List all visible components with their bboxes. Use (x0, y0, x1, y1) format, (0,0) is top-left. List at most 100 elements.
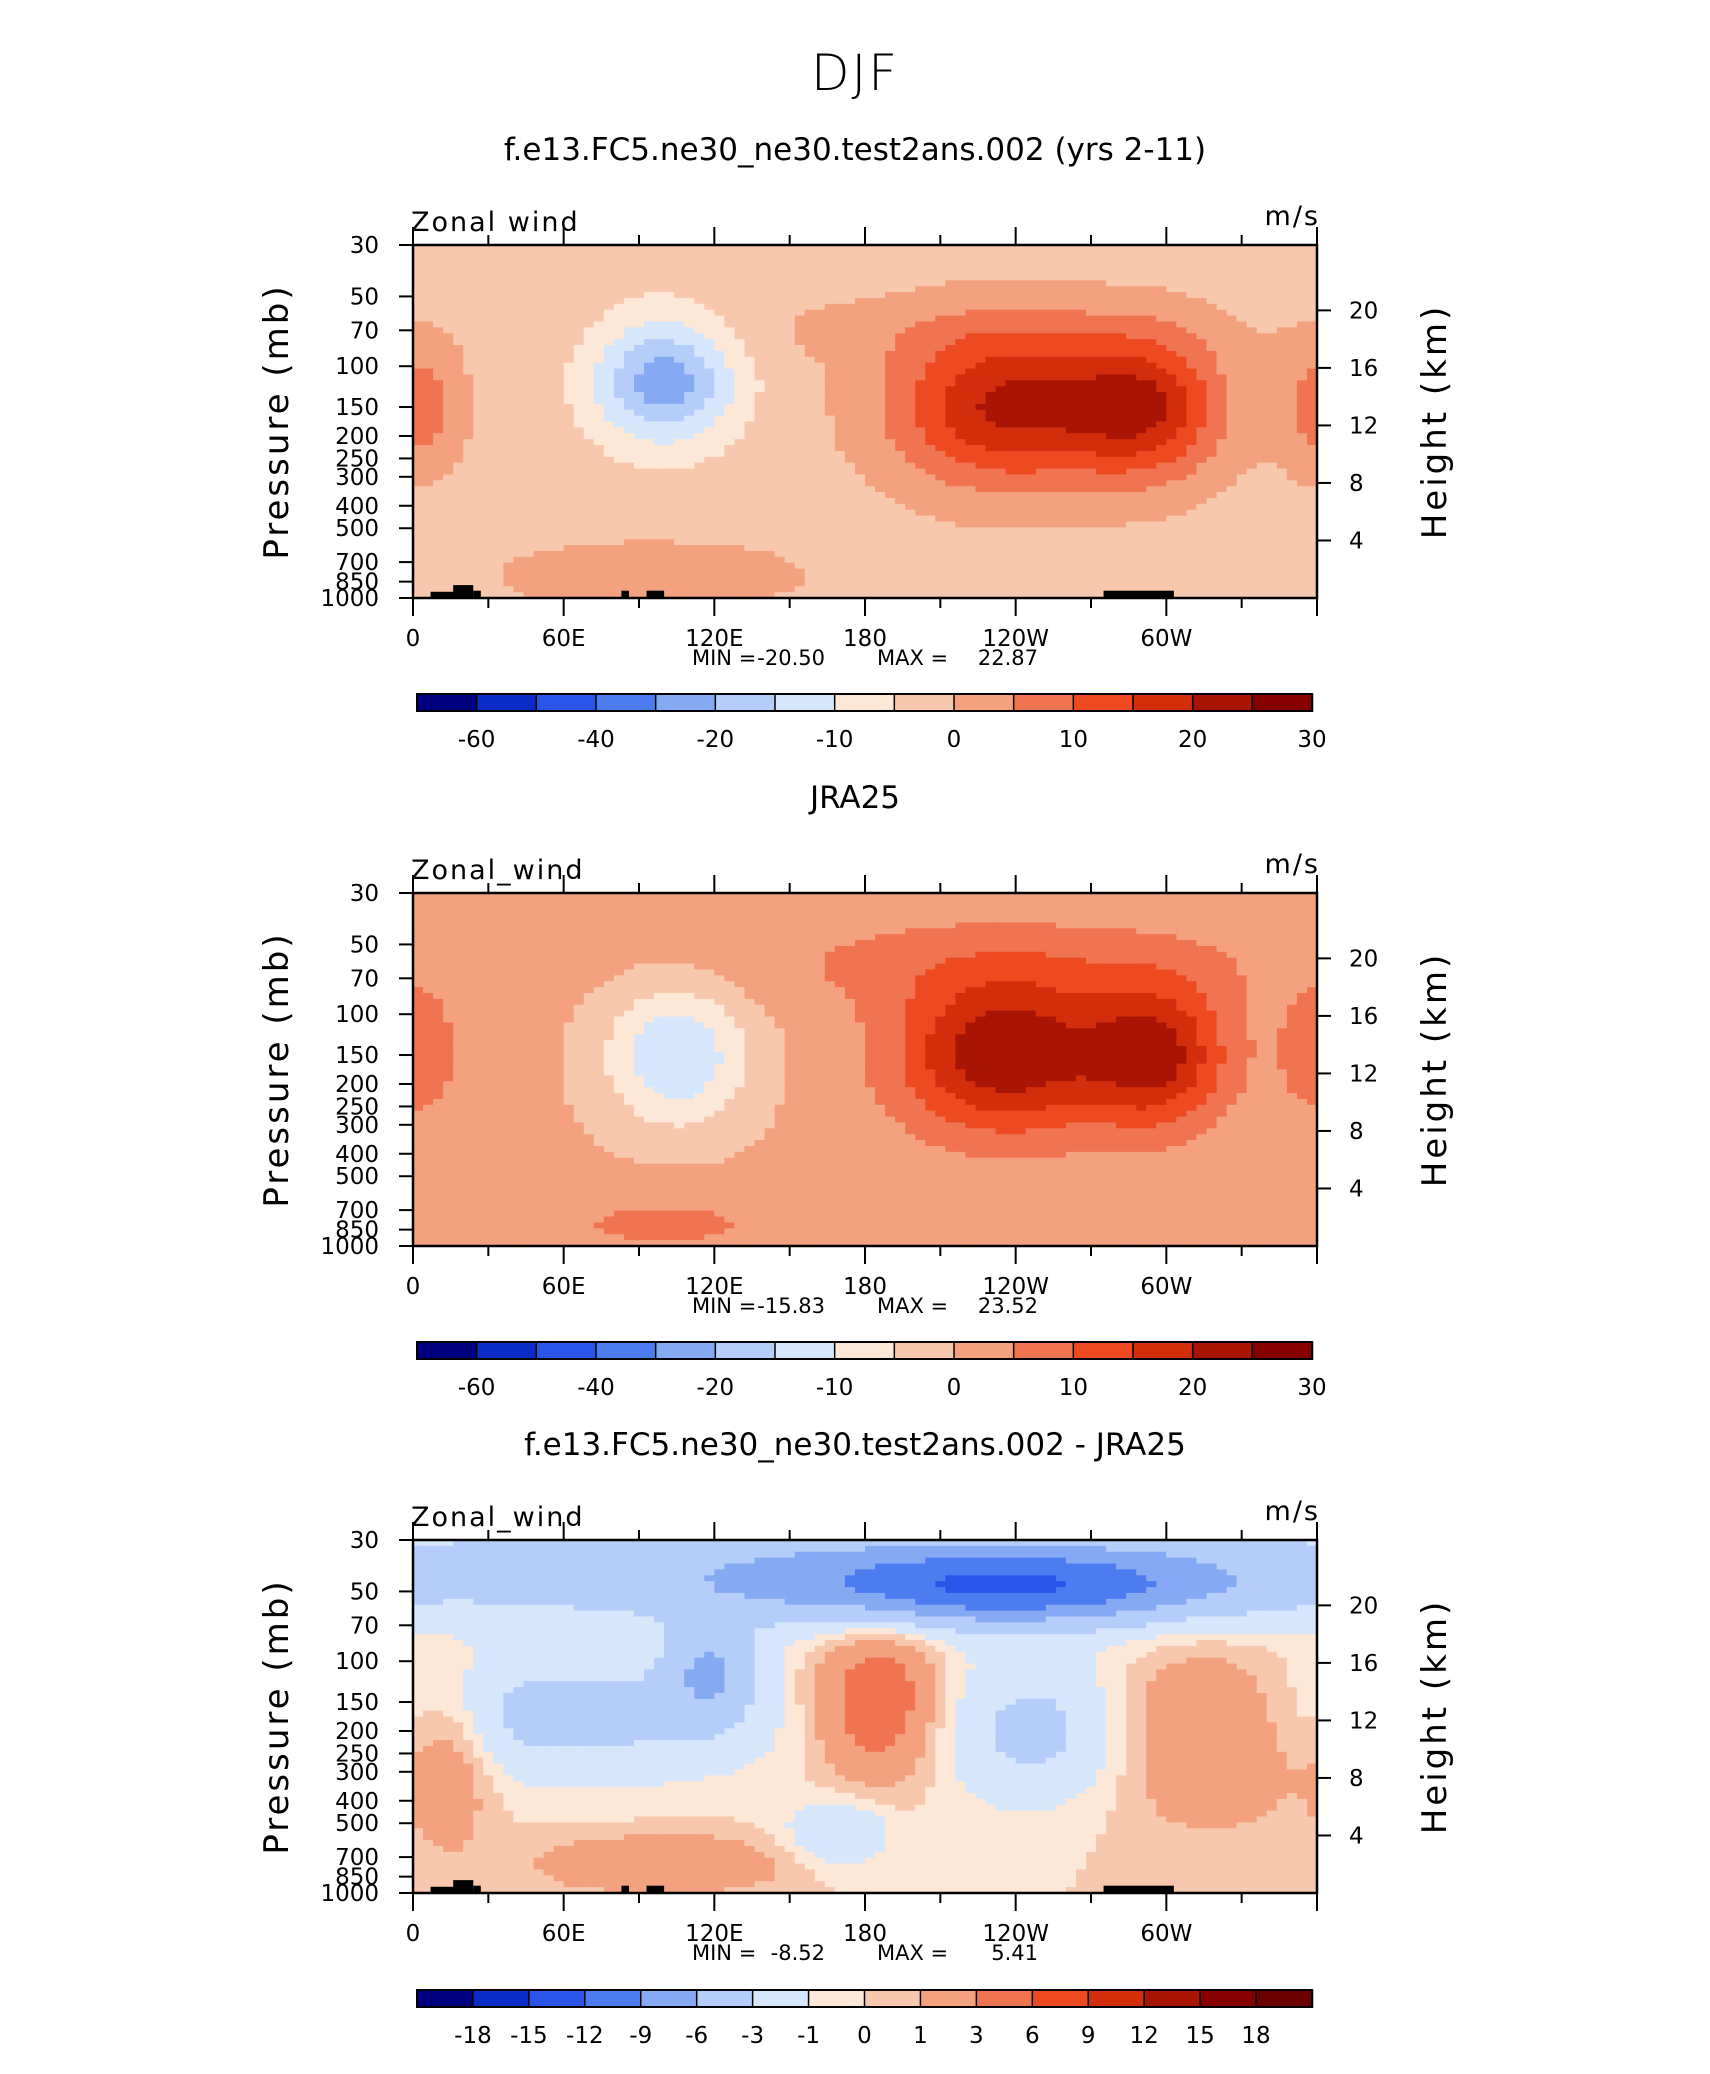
field-cell (523, 333, 535, 340)
field-cell (1196, 245, 1208, 252)
field-cell (613, 433, 625, 440)
field-cell (1055, 274, 1067, 281)
field-cell (1055, 539, 1067, 546)
field-cell (503, 533, 515, 540)
field-cell (1035, 397, 1047, 405)
field-cell (413, 403, 424, 411)
field-cell (1286, 374, 1298, 381)
field-cell (1226, 327, 1238, 334)
field-cell (985, 421, 997, 428)
field-cell (1186, 450, 1198, 458)
field-cell (935, 268, 946, 276)
field-cell (493, 380, 504, 387)
field-cell (885, 274, 896, 281)
field-cell (865, 527, 876, 534)
field-cell (623, 433, 635, 440)
field-cell (664, 303, 675, 311)
field-cell (875, 527, 886, 534)
field-cell (543, 250, 555, 258)
field-cell (543, 345, 555, 352)
field-cell (644, 539, 655, 546)
field-cell (1256, 539, 1268, 546)
field-cell (1146, 368, 1157, 376)
field-cell (854, 450, 866, 458)
field-cell (453, 474, 464, 481)
field-cell (1266, 286, 1278, 293)
field-cell (433, 386, 444, 393)
field-cell (1176, 380, 1188, 387)
field-cell (593, 409, 605, 417)
field-cell (1045, 562, 1057, 570)
field-cell (443, 497, 454, 505)
field-cell (804, 374, 816, 381)
field-cell (794, 327, 806, 334)
field-cell (1035, 339, 1047, 346)
field-cell (955, 468, 967, 476)
field-cell (975, 327, 987, 334)
field-cell (1085, 462, 1097, 470)
field-cell (1035, 274, 1047, 281)
field-cell (784, 562, 796, 570)
field-cell (623, 362, 635, 370)
field-cell (443, 380, 454, 387)
field-cell (1236, 327, 1248, 334)
field-cell (975, 562, 987, 570)
field-cell (1246, 433, 1258, 440)
field-cell (945, 327, 956, 334)
field-cell (1055, 439, 1067, 446)
field-cell (493, 492, 504, 499)
field-cell (493, 509, 504, 517)
field-cell (1196, 521, 1208, 528)
field-cell (814, 456, 826, 464)
field-cell (1106, 486, 1117, 493)
field-cell (704, 509, 715, 517)
field-cell (1156, 421, 1167, 428)
field-cell (654, 568, 665, 576)
field-cell (613, 480, 625, 487)
field-cell (1286, 262, 1298, 270)
field-cell (1005, 268, 1017, 276)
field-cell (1005, 480, 1017, 487)
field-cell (413, 427, 424, 434)
field-cell (523, 380, 535, 387)
field-cell (644, 562, 655, 570)
field-cell (1116, 403, 1127, 411)
field-cell (493, 362, 504, 370)
field-cell (1045, 297, 1057, 305)
field-cell (1146, 292, 1157, 299)
field-cell (633, 421, 645, 428)
field-cell (1106, 339, 1117, 346)
field-cell (1065, 321, 1077, 328)
field-cell (463, 309, 474, 317)
field-cell (975, 527, 987, 534)
field-cell (633, 456, 645, 464)
field-cell (513, 315, 525, 323)
field-cell (553, 415, 565, 423)
field-cell (1286, 274, 1298, 281)
field-cell (433, 327, 444, 334)
field-cell (633, 533, 645, 540)
field-cell (1116, 468, 1127, 476)
field-cell (583, 480, 595, 487)
field-cell (463, 392, 474, 399)
field-cell (674, 503, 685, 511)
field-cell (834, 503, 846, 511)
field-cell (915, 545, 926, 552)
field-cell (1075, 345, 1087, 352)
field-cell (985, 445, 997, 452)
field-cell (664, 386, 675, 393)
field-cell (905, 521, 916, 528)
field-cell (1266, 550, 1278, 558)
field-cell (1055, 303, 1067, 311)
field-cell (1206, 433, 1218, 440)
field-cell (1206, 303, 1218, 311)
field-cell (413, 521, 424, 528)
field-cell (955, 292, 967, 299)
field-cell (433, 468, 444, 476)
field-cell (543, 474, 555, 481)
field-cell (935, 456, 946, 464)
panel-3-title: f.e13.FC5.ne30_ne30.test2ans.002 - JRA25 (524, 1427, 1186, 1463)
field-cell (413, 280, 424, 287)
field-cell (1296, 374, 1308, 381)
field-cell (1055, 527, 1067, 534)
